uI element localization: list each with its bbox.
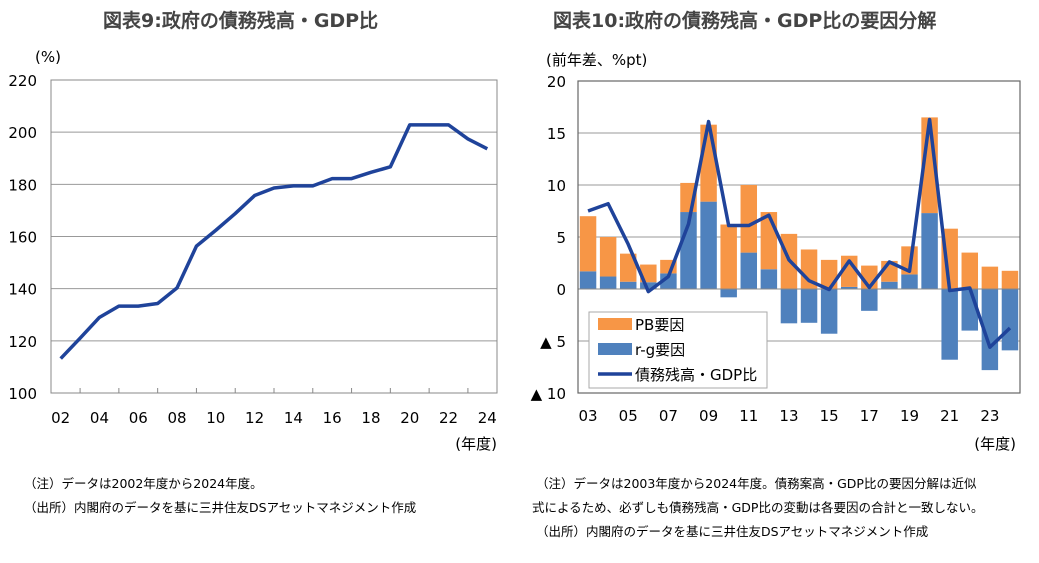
chart1-title: 図表9:政府の債務残高・GDP比 [103, 10, 379, 32]
x-tick-label: 11 [739, 407, 758, 425]
y-tick-label: 0 [556, 281, 566, 299]
note-right-3: （出所）内閣府のデータを基に三井住友DSアセットマネジメント作成 [536, 524, 929, 539]
legend-label-pb: PB要因 [635, 316, 684, 334]
bar-pb [740, 185, 758, 253]
bar-pb [619, 253, 637, 282]
legend-swatch-pb [598, 318, 632, 330]
bar-pb [720, 224, 737, 289]
note-left-2: （出所）内閣府のデータを基に三井住友DSアセットマネジメント作成 [24, 500, 417, 515]
x-tick-label: 08 [167, 409, 186, 427]
bar-pb [961, 252, 979, 289]
bar-pb [981, 266, 999, 289]
bar-r-g [861, 289, 878, 311]
x-tick-label: 12 [245, 409, 264, 427]
bar-r-g [901, 274, 918, 289]
bar-r-g [760, 269, 778, 289]
x-axis-unit: (年度) [455, 435, 497, 453]
x-tick-label: 15 [820, 407, 839, 425]
y-tick-label: 120 [8, 333, 37, 351]
note-right-1: （注）データは2003年度から2024年度。債務案高・GDP比の要因分解は近似 [536, 476, 977, 491]
bar-pb [820, 259, 838, 289]
x-tick-label: 06 [129, 409, 148, 427]
bar-r-g [941, 289, 958, 360]
y-tick-label: ▲ 5 [540, 333, 566, 351]
x-tick-label: 16 [323, 409, 342, 427]
y-tick-label: 220 [8, 72, 37, 90]
notes-left: （注）データは2002年度から2024年度。 （出所）内閣府のデータを基に三井住… [24, 472, 416, 520]
bar-r-g [660, 273, 677, 289]
debt-gdp-change-line [587, 117, 1012, 349]
y-tick-label: 15 [547, 125, 566, 143]
x-tick-label: 05 [619, 407, 638, 425]
bar-r-g [840, 286, 858, 289]
x-tick-label: 03 [578, 407, 597, 425]
bar-r-g [619, 281, 637, 289]
y-tick-label: 200 [8, 124, 37, 142]
notes-right: （注）データは2003年度から2024年度。債務案高・GDP比の要因分解は近似 … [532, 472, 983, 544]
x-tick-label: 21 [940, 407, 959, 425]
x-tick-label: 17 [860, 407, 879, 425]
y-tick-label: 100 [8, 385, 37, 403]
bar-r-g [700, 201, 717, 289]
x-tick-label: 19 [900, 407, 919, 425]
chart2: 20 15 10 5 0 ▲ 5 ▲ 10 03 05 07 09 11 13 15 17 19 21 23 (前年… [531, 51, 1021, 453]
y-tick-label: ▲ 10 [531, 385, 566, 403]
x-tick-label: 04 [90, 409, 109, 427]
bar-r-g [921, 213, 938, 289]
note-left-1: （注）データは2002年度から2024年度。 [24, 476, 263, 491]
x-tick-label: 20 [400, 409, 419, 427]
debt-gdp-line [59, 123, 489, 360]
bar-pb [579, 216, 597, 272]
x-axis-unit: (年度) [974, 435, 1016, 453]
x-tick-label: 09 [699, 407, 718, 425]
y-tick-label: 160 [8, 229, 37, 247]
bar-r-g [800, 289, 818, 323]
x-tick-label: 22 [439, 409, 458, 427]
x-tick-label: 13 [779, 407, 798, 425]
bar-pb [760, 212, 778, 270]
x-tick-label: 10 [206, 409, 225, 427]
y-axis-unit: (%) [35, 48, 61, 66]
x-tick-label: 14 [284, 409, 303, 427]
x-tick-label: 23 [980, 407, 999, 425]
legend-label-line: 債務残高・GDP比 [635, 366, 757, 384]
bar-pb [700, 124, 717, 202]
x-tick-label: 07 [659, 407, 678, 425]
bar-r-g [981, 289, 999, 371]
y-tick-label: 20 [547, 73, 566, 91]
y-axis-unit: (前年差、%pt) [546, 51, 647, 69]
bar-r-g [820, 289, 838, 334]
chart1: 100 120 140 160 180 200 220 02 04 06 08 10 12 14 16 18 2… [8, 48, 498, 453]
legend-swatch-r-g [598, 343, 632, 355]
bar-r-g [780, 289, 798, 324]
bar-r-g [740, 252, 758, 289]
y-tick-label: 140 [8, 281, 37, 299]
bar-r-g [579, 271, 597, 289]
y-tick-label: 5 [556, 229, 566, 247]
bar-pb [800, 249, 818, 289]
y-tick-label: 10 [547, 177, 566, 195]
bar-pb [1001, 270, 1019, 289]
bar-r-g [599, 276, 617, 289]
legend-label-r-g: r-g要因 [635, 341, 685, 359]
bar-pb [599, 237, 617, 277]
bar-r-g [1001, 289, 1019, 351]
y-tick-label: 180 [8, 176, 37, 194]
x-tick-label: 02 [51, 409, 70, 427]
note-right-2: 式によるため、必ずしも債務残高・GDP比の変動は各要因の合計と一致しない。 [532, 500, 984, 515]
bar-r-g [881, 281, 898, 289]
x-tick-label: 24 [478, 409, 497, 427]
chart2-title: 図表10:政府の債務残高・GDP比の要因分解 [553, 10, 937, 32]
bar-r-g [640, 282, 657, 289]
plot-frame [577, 80, 1021, 394]
bar-r-g [720, 289, 737, 298]
x-tick-label: 18 [361, 409, 380, 427]
